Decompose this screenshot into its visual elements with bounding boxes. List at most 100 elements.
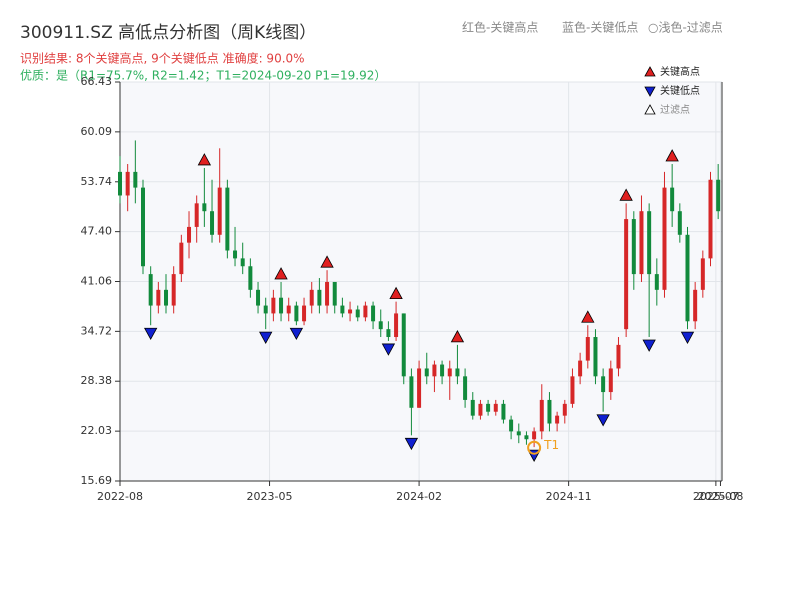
candle-body xyxy=(271,297,276,314)
y-tick-label: 66.43 xyxy=(81,75,113,88)
candle-body xyxy=(516,431,521,436)
candle-body xyxy=(716,179,721,212)
y-tick-label: 15.69 xyxy=(81,474,113,487)
chart-title: 300911.SZ 高低点分析图（周K线图） xyxy=(20,23,316,43)
key-high xyxy=(581,310,595,323)
candle-body xyxy=(532,431,537,440)
candle-body xyxy=(677,211,682,235)
candle-body xyxy=(455,368,460,377)
legend-text: 蓝色-关键低点 xyxy=(562,21,638,35)
candle-body xyxy=(256,289,261,306)
key-high xyxy=(197,153,212,166)
candle-body xyxy=(685,234,690,322)
candle-body xyxy=(141,187,146,267)
x-tick-label: 2024-02 xyxy=(396,490,442,503)
candle-body xyxy=(547,399,552,424)
candle-body xyxy=(424,368,429,377)
y-tick-label: 60.09 xyxy=(81,125,113,138)
candle-body xyxy=(432,364,437,377)
candle-body xyxy=(355,309,360,318)
candle-body xyxy=(409,376,414,408)
y-tick-label: 53.74 xyxy=(81,175,113,188)
x-tick-label: 2025-07 xyxy=(693,490,739,503)
candle-body xyxy=(631,219,636,275)
key-high xyxy=(274,267,288,280)
candle-body xyxy=(440,364,445,377)
key-low xyxy=(144,327,158,341)
legend-label: 关键高点 xyxy=(660,65,700,78)
legend-text: 红色-关键高点 xyxy=(462,20,538,35)
candle-body xyxy=(332,281,337,306)
candle-body xyxy=(309,289,314,306)
candle-body xyxy=(608,368,613,393)
candle-body xyxy=(386,329,391,338)
key-low xyxy=(381,343,396,356)
annotation-label: T1 xyxy=(543,438,559,452)
candle-body xyxy=(325,281,330,306)
candle-body xyxy=(509,419,514,432)
candle-body xyxy=(501,403,506,420)
legend-marker xyxy=(644,104,656,115)
candle-body xyxy=(662,187,667,290)
candle-body xyxy=(601,376,606,393)
candle-body xyxy=(317,289,322,306)
candle-body xyxy=(171,274,176,306)
key-high xyxy=(320,255,334,268)
candle-body xyxy=(248,266,253,290)
legend-marker xyxy=(644,66,656,77)
candle-body xyxy=(700,258,705,290)
key-low xyxy=(289,327,304,341)
candle-body xyxy=(417,368,422,408)
candle-body xyxy=(394,313,399,338)
candle-body xyxy=(340,305,345,314)
candle-body xyxy=(210,211,215,235)
candle-body xyxy=(148,274,153,306)
key-low xyxy=(259,331,273,344)
candle-body xyxy=(585,337,590,361)
key-high xyxy=(389,286,403,300)
y-tick-label: 34.72 xyxy=(81,324,113,337)
candle-body xyxy=(562,403,567,416)
legend-text: ○浅色-过滤点 xyxy=(648,21,723,35)
candle-body xyxy=(164,289,169,306)
candle-body xyxy=(593,337,598,377)
candle-body xyxy=(187,226,192,243)
candle-body xyxy=(156,289,161,306)
quality: 优质：是（R1=75.7%, R2=1.42；T1=2024-09-20 P1=… xyxy=(20,69,386,83)
candle-body xyxy=(202,203,207,212)
candle-body xyxy=(302,305,307,322)
annotation-marker xyxy=(527,440,542,455)
candle-body xyxy=(378,321,383,330)
candle-body xyxy=(371,305,376,322)
key-high xyxy=(619,188,633,201)
candle-body xyxy=(233,250,238,259)
candle-body xyxy=(286,305,291,314)
candle-body xyxy=(447,368,452,377)
key-low xyxy=(680,331,695,344)
candle-body xyxy=(348,309,353,314)
candle-body xyxy=(125,171,130,196)
candle-body xyxy=(616,344,621,369)
candle-body xyxy=(133,171,138,188)
candle-body xyxy=(693,289,698,322)
candle-body xyxy=(217,187,222,235)
candle-body xyxy=(225,187,230,251)
candle-body xyxy=(493,403,498,412)
legend-label: 过滤点 xyxy=(660,103,690,116)
candle-body xyxy=(463,376,468,400)
x-tick-label: 2023-05 xyxy=(247,490,293,503)
candle-body xyxy=(179,242,184,275)
candle-body xyxy=(194,203,199,227)
key-low xyxy=(596,414,610,427)
candle-body xyxy=(578,360,583,377)
y-tick-label: 47.40 xyxy=(81,225,113,238)
candle-body xyxy=(624,219,629,330)
subtitle: 识别结果: 8个关键高点, 9个关键低点 准确度: 90.0% xyxy=(20,51,305,66)
key-high xyxy=(665,149,679,162)
candle-body xyxy=(470,399,475,416)
key-high xyxy=(450,330,465,343)
candle-body xyxy=(670,187,675,212)
y-tick-label: 41.06 xyxy=(81,275,113,288)
x-tick-label: 2022-08 xyxy=(97,490,143,503)
candle-body xyxy=(401,313,406,377)
